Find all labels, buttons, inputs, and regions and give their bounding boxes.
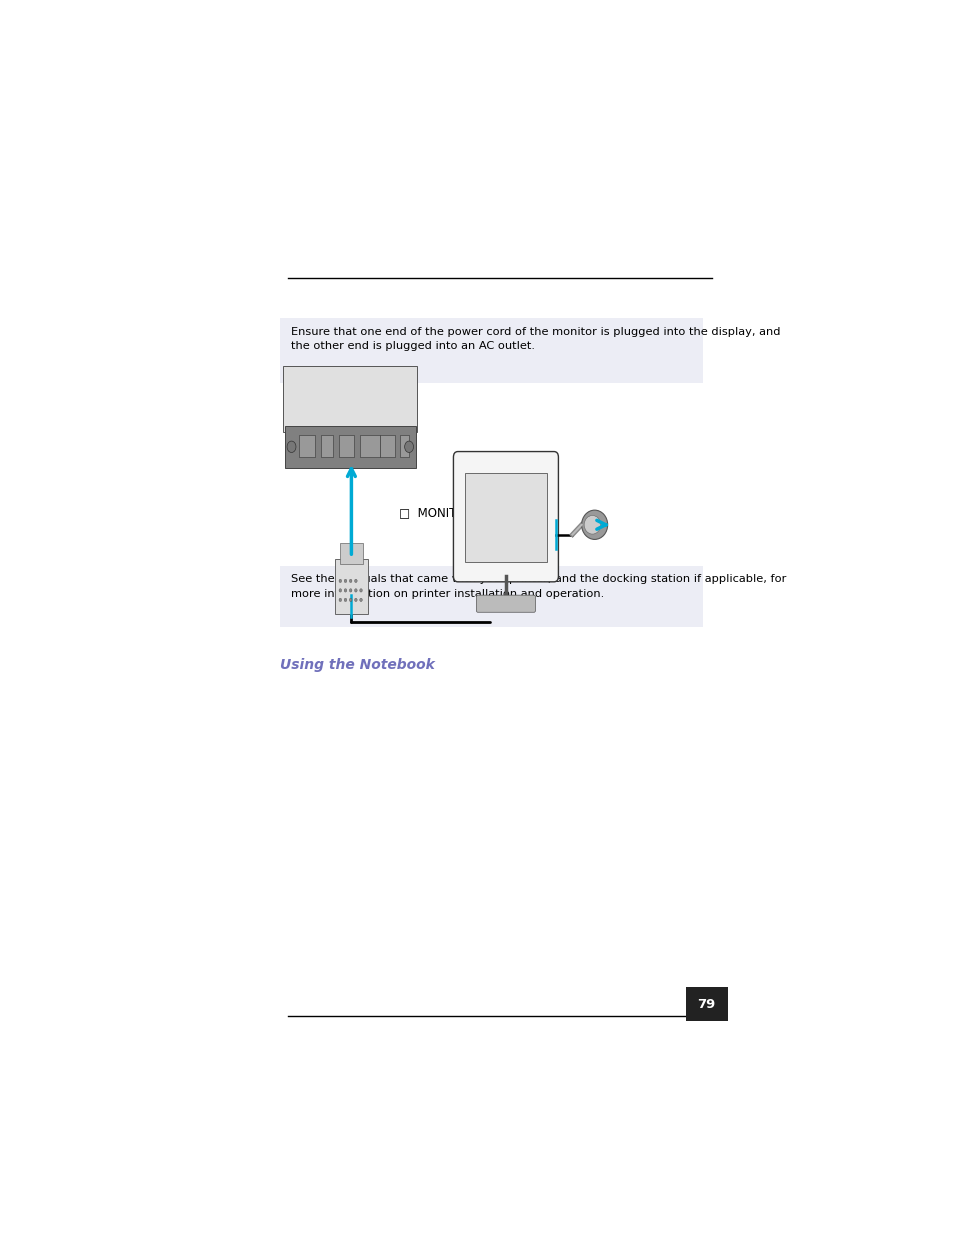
FancyBboxPatch shape xyxy=(453,452,558,582)
Ellipse shape xyxy=(583,515,600,534)
Circle shape xyxy=(355,579,356,583)
Circle shape xyxy=(349,579,352,583)
Bar xyxy=(280,317,702,383)
Circle shape xyxy=(344,598,347,601)
Circle shape xyxy=(355,589,356,592)
Bar xyxy=(338,435,354,457)
Bar xyxy=(685,987,727,1021)
Text: Using the Notebook: Using the Notebook xyxy=(280,658,435,672)
Circle shape xyxy=(349,589,352,592)
Ellipse shape xyxy=(581,510,607,540)
Bar xyxy=(298,435,314,457)
Bar xyxy=(321,435,333,457)
Circle shape xyxy=(359,598,362,601)
Circle shape xyxy=(349,598,352,601)
Circle shape xyxy=(359,589,362,592)
Bar xyxy=(280,566,702,627)
Circle shape xyxy=(344,579,347,583)
Circle shape xyxy=(338,598,341,601)
FancyBboxPatch shape xyxy=(339,543,363,563)
Circle shape xyxy=(404,441,413,452)
FancyBboxPatch shape xyxy=(283,366,416,432)
Circle shape xyxy=(355,598,356,601)
Circle shape xyxy=(287,441,295,452)
Circle shape xyxy=(338,589,341,592)
Text: 79: 79 xyxy=(697,998,715,1010)
Bar xyxy=(400,435,409,457)
FancyBboxPatch shape xyxy=(335,559,367,614)
FancyBboxPatch shape xyxy=(464,473,547,562)
Bar xyxy=(380,435,395,457)
Circle shape xyxy=(344,589,347,592)
Bar xyxy=(359,435,380,457)
Circle shape xyxy=(338,579,341,583)
FancyBboxPatch shape xyxy=(476,595,535,613)
Text: Ensure that one end of the power cord of the monitor is plugged into the display: Ensure that one end of the power cord of… xyxy=(291,327,780,352)
FancyBboxPatch shape xyxy=(285,426,416,468)
Text: See the manuals that came with your printer, and the docking station if applicab: See the manuals that came with your prin… xyxy=(291,574,785,599)
Text: □  MONITOR: □ MONITOR xyxy=(398,506,473,519)
